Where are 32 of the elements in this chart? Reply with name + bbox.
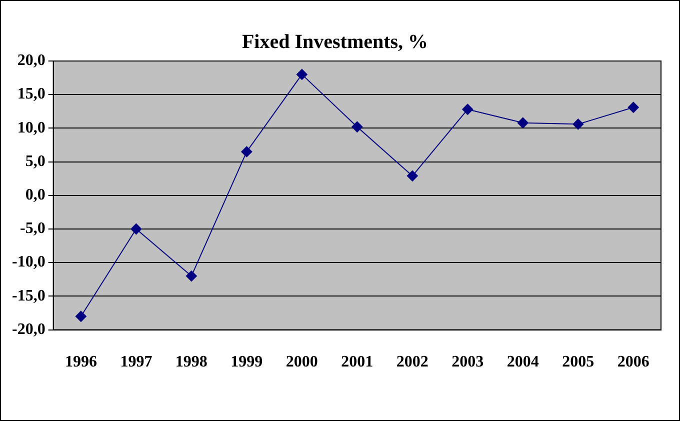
point xyxy=(628,102,639,113)
point xyxy=(406,170,418,182)
x-tick-label: 2003 xyxy=(452,354,484,371)
x-tick-label: 1996 xyxy=(64,354,97,371)
x-tick-label: 2005 xyxy=(562,354,594,371)
y-tick-label: 10,0 xyxy=(17,119,46,136)
y-tick-label: -20,0 xyxy=(12,320,46,338)
point xyxy=(296,68,308,80)
chart-title: Fixed Investments, % xyxy=(242,31,428,54)
x-tick-label: 1999 xyxy=(230,354,263,371)
y-tick-label: 5,0 xyxy=(25,152,46,170)
y-tick-label: -5,0 xyxy=(20,220,46,238)
x-tick-label: 2002 xyxy=(396,354,428,371)
y-tick-label: -15,0 xyxy=(12,287,46,304)
y-tick-label: 15,0 xyxy=(17,86,46,103)
x-tick-label: 2000 xyxy=(286,354,318,371)
point xyxy=(572,118,584,130)
point xyxy=(352,121,363,132)
y-tick-label: -10,0 xyxy=(12,254,46,271)
x-tick-label: 2004 xyxy=(506,354,539,371)
point xyxy=(186,270,197,282)
x-tick-label: 2006 xyxy=(617,354,650,371)
point xyxy=(75,310,86,322)
x-tick-label: 2001 xyxy=(341,354,374,371)
point xyxy=(517,117,528,128)
point xyxy=(241,146,252,158)
y-tick-label: 0,0 xyxy=(25,186,46,204)
point xyxy=(462,104,474,115)
x-tick-label: 1998 xyxy=(175,354,208,371)
point xyxy=(130,224,142,234)
y-tick-label: 20,0 xyxy=(17,52,46,70)
x-tick-label: 1997 xyxy=(120,354,152,371)
